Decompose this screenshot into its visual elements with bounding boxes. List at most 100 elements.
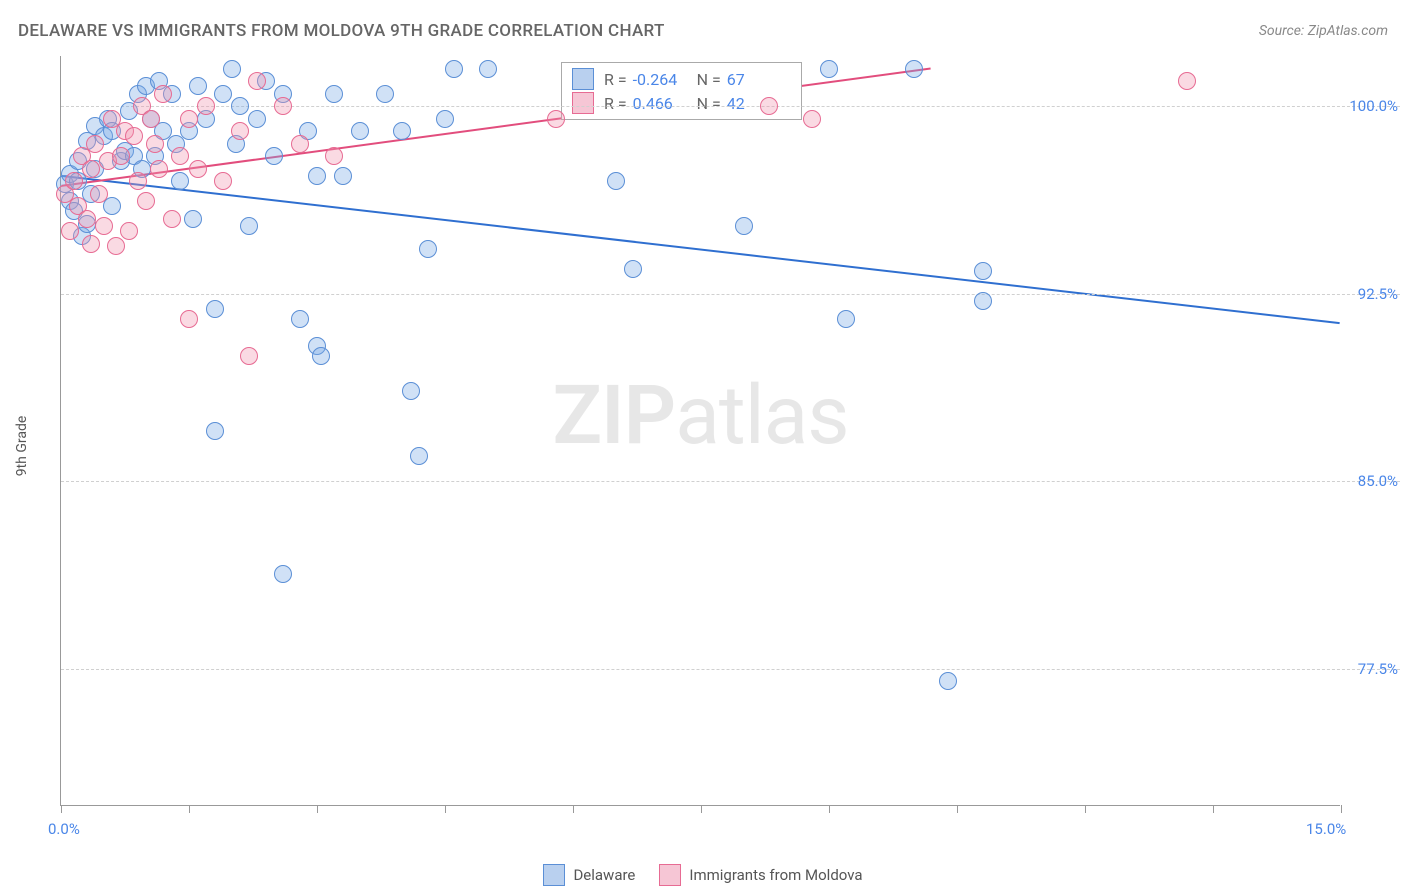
- data-point: [820, 60, 838, 78]
- data-point: [189, 160, 207, 178]
- legend-swatch: [543, 864, 565, 886]
- x-tick: [61, 805, 62, 813]
- data-point: [837, 310, 855, 328]
- stats-r-value: 0.466: [633, 94, 681, 113]
- chart-title: DELAWARE VS IMMIGRANTS FROM MOLDOVA 9TH …: [18, 21, 665, 41]
- data-point: [607, 172, 625, 190]
- data-point: [231, 97, 249, 115]
- x-tick: [957, 805, 958, 813]
- data-point: [61, 222, 79, 240]
- data-point: [274, 565, 292, 583]
- x-tick: [1341, 805, 1342, 813]
- legend-swatch: [659, 864, 681, 886]
- data-point: [206, 422, 224, 440]
- x-tick: [445, 805, 446, 813]
- data-point: [231, 122, 249, 140]
- stats-r-label: R =: [604, 94, 627, 113]
- data-point: [735, 217, 753, 235]
- data-point: [223, 60, 241, 78]
- data-point: [112, 147, 130, 165]
- x-tick: [701, 805, 702, 813]
- x-tick: [1085, 805, 1086, 813]
- data-point: [82, 160, 100, 178]
- y-tick-label: 100.0%: [1343, 97, 1398, 115]
- data-point: [90, 185, 108, 203]
- data-point: [86, 135, 104, 153]
- data-point: [240, 217, 258, 235]
- header: DELAWARE VS IMMIGRANTS FROM MOLDOVA 9TH …: [0, 0, 1406, 48]
- data-point: [107, 237, 125, 255]
- data-point: [376, 85, 394, 103]
- trend-lines-svg: [61, 56, 1340, 805]
- legend-item: Immigrants from Moldova: [659, 864, 862, 886]
- data-point: [65, 172, 83, 190]
- data-point: [265, 147, 283, 165]
- data-point: [419, 240, 437, 258]
- data-point: [436, 110, 454, 128]
- data-point: [78, 210, 96, 228]
- data-point: [180, 310, 198, 328]
- data-point: [137, 192, 155, 210]
- stats-row: R =-0.264N =67: [572, 67, 791, 91]
- data-point: [129, 172, 147, 190]
- y-tick-label: 92.5%: [1343, 285, 1398, 303]
- data-point: [1178, 72, 1196, 90]
- data-point: [760, 97, 778, 115]
- x-axis-max-label: 15.0%: [1306, 820, 1346, 838]
- data-point: [291, 310, 309, 328]
- data-point: [240, 347, 258, 365]
- data-point: [206, 300, 224, 318]
- data-point: [547, 110, 565, 128]
- stats-row: R =0.466N =42: [572, 91, 791, 115]
- stats-r-label: R =: [604, 70, 627, 89]
- data-point: [410, 447, 428, 465]
- legend-label: Immigrants from Moldova: [689, 866, 862, 884]
- data-point: [150, 160, 168, 178]
- data-point: [334, 167, 352, 185]
- data-point: [312, 347, 330, 365]
- x-tick: [1213, 805, 1214, 813]
- gridline: [61, 481, 1400, 482]
- data-point: [171, 172, 189, 190]
- stats-r-value: -0.264: [633, 70, 681, 89]
- data-point: [393, 122, 411, 140]
- data-point: [82, 235, 100, 253]
- data-point: [214, 85, 232, 103]
- watermark-light: atlas: [675, 368, 848, 464]
- data-point: [905, 60, 923, 78]
- data-point: [184, 210, 202, 228]
- data-point: [146, 135, 164, 153]
- y-axis-title: 9th Grade: [14, 416, 30, 477]
- data-point: [171, 147, 189, 165]
- y-tick-label: 85.0%: [1343, 472, 1398, 490]
- data-point: [214, 172, 232, 190]
- x-tick: [829, 805, 830, 813]
- watermark: ZIPatlas: [552, 368, 848, 464]
- data-point: [291, 135, 309, 153]
- data-point: [120, 222, 138, 240]
- data-point: [939, 672, 957, 690]
- bottom-legend: Delaware Immigrants from Moldova: [0, 864, 1406, 886]
- data-point: [402, 382, 420, 400]
- data-point: [154, 85, 172, 103]
- data-point: [95, 217, 113, 235]
- data-point: [274, 97, 292, 115]
- data-point: [248, 110, 266, 128]
- data-point: [445, 60, 463, 78]
- legend-label: Delaware: [573, 866, 635, 884]
- data-point: [624, 260, 642, 278]
- data-point: [974, 262, 992, 280]
- data-point: [189, 77, 207, 95]
- x-axis-min-label: 0.0%: [48, 820, 80, 838]
- data-point: [803, 110, 821, 128]
- data-point: [325, 147, 343, 165]
- data-point: [325, 85, 343, 103]
- x-tick: [189, 805, 190, 813]
- data-point: [248, 72, 266, 90]
- gridline: [61, 106, 1400, 107]
- data-point: [308, 167, 326, 185]
- watermark-bold: ZIP: [552, 368, 675, 464]
- data-point: [479, 60, 497, 78]
- data-point: [351, 122, 369, 140]
- stats-n-label: N =: [697, 70, 721, 89]
